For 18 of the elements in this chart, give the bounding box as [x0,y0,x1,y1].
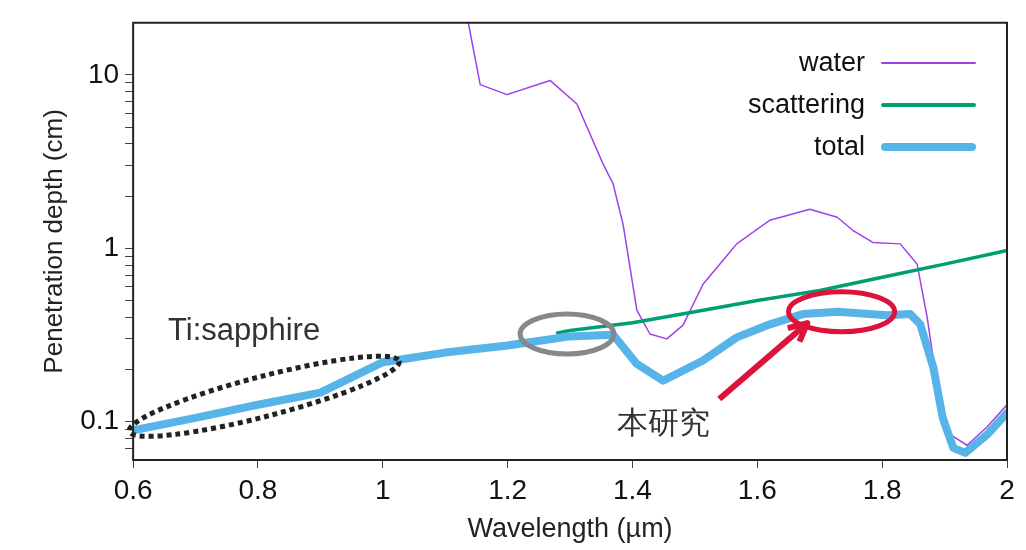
legend-label: water [798,47,865,79]
x-axis-title: Wavelength (µm) [467,513,673,544]
x-tick-label: 1 [375,473,391,505]
x-tick-label: 1.4 [613,473,652,505]
legend-label: total [813,131,865,163]
x-tick-label: 1.6 [737,473,777,505]
x-tick-label: 0.8 [238,473,278,505]
x-tick-label: 1.2 [488,473,528,505]
annotation: 本研究 [617,405,711,441]
y-axis-title: Penetration depth (cm) [37,109,68,374]
x-tick-label: 1.8 [862,473,902,505]
y-tick-label: 10 [87,57,120,89]
annotation: Ti:sapphire [167,311,321,347]
y-tick-label: 0.1 [80,404,120,436]
x-tick-label: 0.6 [113,473,153,505]
x-tick-label: 2 [999,473,1015,505]
y-tick-label: 1 [103,230,120,262]
legend-label: scattering [747,89,865,121]
